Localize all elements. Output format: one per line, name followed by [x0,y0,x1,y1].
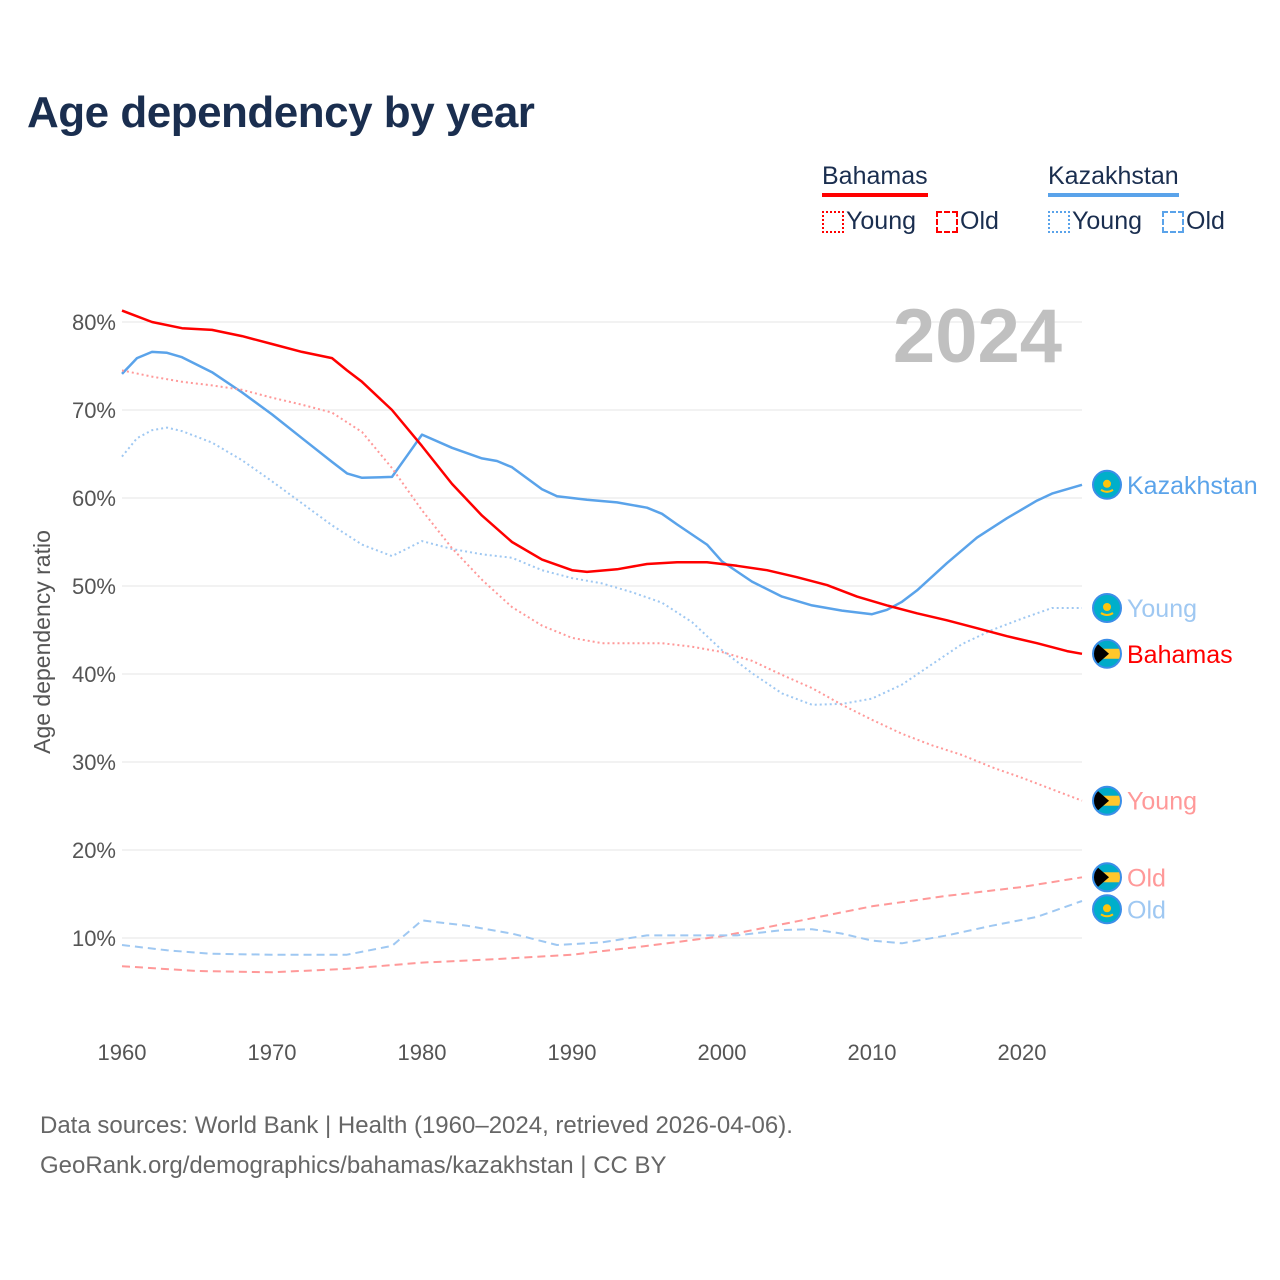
line-chart: 10% 20% 30% 40% 50% 60% 70% 80% 1960 1970 1980 1990… [29,294,1258,1065]
legend-country-kazakhstan[interactable]: Kazakhstan [1048,162,1179,197]
x-tick-label: 1990 [548,1040,597,1065]
legend-label: Old [960,207,999,235]
kazakhstan-flag-icon [1092,894,1122,925]
dotted-swatch-icon [822,210,844,233]
y-tick-label: 70% [72,398,116,423]
dashed-swatch-icon [936,210,958,233]
y-tick-label: 30% [72,750,116,775]
legend-item-kazakhstan-young[interactable]: Young [1048,207,1142,236]
legend-item-bahamas-young[interactable]: Young [822,207,916,236]
end-label-text: Old [1127,896,1166,924]
series-line-kazakhstan[interactable] [121,350,1083,616]
dashed-swatch-icon [1162,210,1184,233]
end-label-text: Young [1127,788,1197,816]
legend-label: Old [1186,207,1225,235]
y-tick-label: 20% [72,838,116,863]
y-tick-label: 50% [72,574,116,599]
source-note: Data sources: World Bank | Health (1960–… [40,1112,793,1139]
series-line-bahamas[interactable] [121,309,1083,656]
end-label-bahamas-old: Old [1092,862,1166,893]
x-tick-label: 2000 [698,1040,747,1065]
series-line-bahamas-old[interactable] [121,876,1083,974]
kazakhstan-flag-icon [1092,469,1122,500]
legend-item-bahamas-old[interactable]: Old [936,207,999,236]
series-line-kazakhstan-old[interactable] [121,900,1083,956]
legend-label: Young [846,207,916,235]
end-label-text: Young [1127,595,1197,623]
legend-kazakhstan: Kazakhstan Young Old [1048,162,1239,236]
x-tick-label: 1970 [248,1040,297,1065]
chart-title: Age dependency by year [27,88,535,137]
end-label-text: Kazakhstan [1127,472,1258,500]
y-axis-label: Age dependency ratio [29,530,55,754]
end-label-kazakhstan-old: Old [1092,894,1166,925]
end-label-bahamas: Bahamas [1092,638,1233,669]
end-label-kazakhstan: Kazakhstan [1092,469,1258,500]
legend-item-kazakhstan-old[interactable]: Old [1162,207,1225,236]
legend-bahamas: Bahamas Young Old [822,162,1013,236]
x-tick-label: 1980 [398,1040,447,1065]
bahamas-flag-icon [1092,638,1122,669]
end-label-text: Old [1127,864,1166,892]
end-label-kazakhstan-young: Young [1092,593,1197,623]
kazakhstan-flag-icon [1092,593,1122,623]
y-tick-label: 40% [72,662,116,687]
x-tick-label: 2020 [998,1040,1047,1065]
y-tick-label: 80% [72,310,116,335]
series-line-kazakhstan-young[interactable] [121,426,1082,706]
end-label-text: Bahamas [1127,641,1233,669]
legend-label: Young [1072,207,1142,235]
x-tick-label: 1960 [98,1040,147,1065]
y-tick-label: 60% [72,486,116,511]
footer: Data sources: World Bank | Health (1960–… [40,1106,793,1186]
end-label-bahamas-young: Young [1092,785,1197,816]
dotted-swatch-icon [1048,210,1070,233]
x-tick-label: 2010 [848,1040,897,1065]
y-tick-label: 10% [72,926,116,951]
year-badge: 2024 [893,294,1062,379]
legend-country-bahamas[interactable]: Bahamas [822,162,928,197]
source-link[interactable]: GeoRank.org/demographics/bahamas/kazakhs… [40,1152,667,1179]
bahamas-flag-icon [1092,862,1122,893]
bahamas-flag-icon [1092,785,1122,816]
